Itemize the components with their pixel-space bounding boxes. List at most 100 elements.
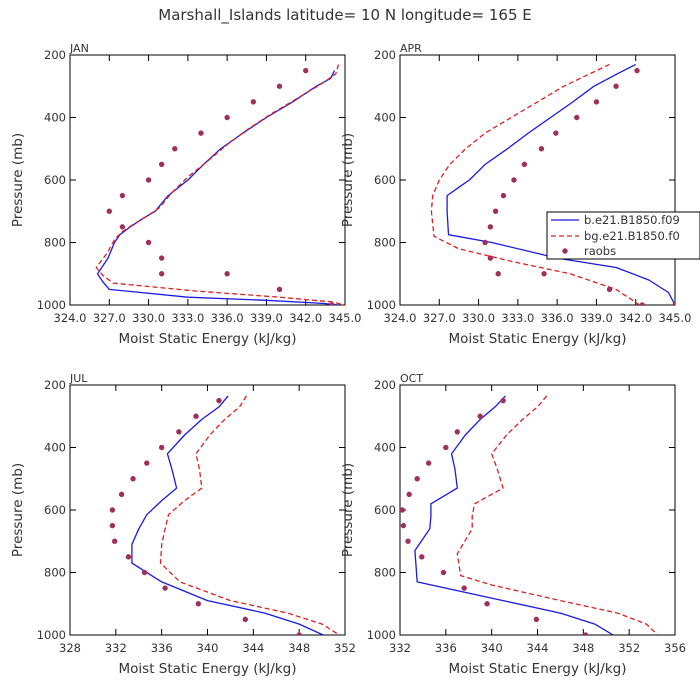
x-tick-label: 333.0 [501,311,534,325]
data-point-raobs [574,114,580,121]
x-tick-label: 356 [664,641,686,655]
series-line-bg-e21-B1850-f09 [95,64,345,305]
x-tick-label: 342.0 [619,311,652,325]
y-tick-label: 1000 [367,628,396,642]
data-point-raobs [487,224,494,230]
legend-label-model1: b.e21.B1850.f09 [584,213,680,227]
y-axis-title: Pressure (mb) [10,463,26,557]
x-tick-label: 352 [334,641,356,655]
panel-label-oct: OCT [400,372,423,385]
data-point-raobs [276,83,283,89]
data-point-raobs [511,177,517,183]
data-point-raobs [125,554,132,560]
data-point-raobs [613,83,619,89]
y-tick-label: 200 [44,48,66,62]
x-tick-label: 340 [481,641,503,655]
x-tick-label: 336 [151,641,173,655]
data-point-raobs [639,302,645,305]
data-point-raobs [538,146,545,152]
series-line-b-e21-B1850-f09 [414,395,614,635]
data-point-raobs [158,271,165,277]
data-point-raobs [119,224,126,230]
data-point-raobs [443,444,449,451]
data-point-raobs [242,616,249,623]
data-point-raobs [130,476,136,482]
data-point-raobs [158,255,165,261]
data-point-raobs [400,507,405,513]
y-tick-label: 800 [44,236,66,250]
x-tick-label: 330.0 [462,311,495,325]
y-tick-label: 800 [374,566,396,580]
data-point-raobs [482,239,488,246]
data-point-raobs [405,538,411,544]
plot-frame [399,54,676,306]
data-point-raobs [593,99,600,105]
x-axis-title: Moist Static Energy (kJ/kg) [449,331,627,347]
data-point-raobs [250,99,257,105]
x-tick-label: 324.0 [384,311,417,325]
data-point-raobs [454,429,460,435]
y-tick-label: 200 [44,378,66,392]
data-point-raobs [541,271,547,277]
legend-label-model2: bg.e21.B1850.f0 [584,229,680,243]
y-tick-label: 1000 [37,298,66,312]
x-tick-label: 339.0 [580,311,613,325]
data-point-raobs [216,397,222,404]
plot-area [95,64,345,305]
x-tick-label: 336.0 [211,311,244,325]
x-tick-label: 345.0 [329,311,362,325]
data-point-raobs [419,554,425,560]
data-point-raobs [172,146,178,152]
data-point-raobs [492,208,499,214]
data-point-raobs [634,67,640,74]
series-line-b-e21-B1850-f09 [446,63,675,305]
x-tick-label: 336.0 [541,311,574,325]
plot-area [430,63,675,305]
data-point-raobs [224,114,230,121]
data-point-raobs [109,507,116,513]
data-point-raobs [118,491,125,498]
series-line-b-e21-B1850-f09 [96,70,339,305]
data-point-raobs [303,67,309,74]
data-point-raobs [582,632,589,635]
y-tick-label: 600 [44,173,66,187]
y-tick-label: 200 [374,378,396,392]
data-point-raobs [500,397,506,404]
data-point-raobs [198,130,204,136]
y-axis-title: Pressure (mb) [340,463,356,557]
data-point-raobs [553,130,559,136]
data-point-raobs [425,460,432,466]
series-line-b-e21-B1850-f09 [131,395,324,635]
y-tick-label: 400 [44,111,66,125]
x-tick-label: 332 [105,641,127,655]
data-point-raobs [461,585,467,591]
x-tick-label: 336 [435,641,457,655]
panels: JAN 324.0 327.0 330.0 333.0 336.0 339.0 342.0 34… [10,42,691,677]
y-axis-title: Pressure (mb) [10,133,26,227]
data-point-raobs [414,476,420,482]
data-point-raobs [484,601,490,607]
panel-jul: JUL 328 332 336 340 344 348 352 200 400 600 800 1000… [10,372,356,677]
x-tick-label: 328 [59,641,81,655]
legend: b.e21.B1850.f09 bg.e21.B1850.f0 raobs [546,211,700,260]
data-point-raobs [406,491,412,498]
data-point-raobs [533,616,540,623]
data-point-raobs [276,286,283,293]
data-point-raobs [119,192,126,199]
x-tick-label: 340 [197,641,219,655]
series-line-bg-e21-B1850-f09 [430,63,640,305]
figure-title: Marshall_Islands latitude= 10 N longitud… [158,6,531,25]
y-tick-label: 600 [374,173,396,187]
x-tick-label: 339.0 [250,311,283,325]
y-axis-title: Pressure (mb) [340,133,356,227]
y-tick-label: 400 [44,441,66,455]
x-tick-label: 330.0 [132,311,165,325]
data-point-raobs [162,585,168,591]
data-point-raobs [106,208,112,214]
data-point-raobs [400,522,407,529]
data-point-raobs [158,161,165,168]
x-tick-label: 342.0 [289,311,322,325]
panel-label-jul: JUL [69,372,88,385]
y-tick-label: 600 [374,503,396,517]
data-point-raobs [487,255,494,261]
